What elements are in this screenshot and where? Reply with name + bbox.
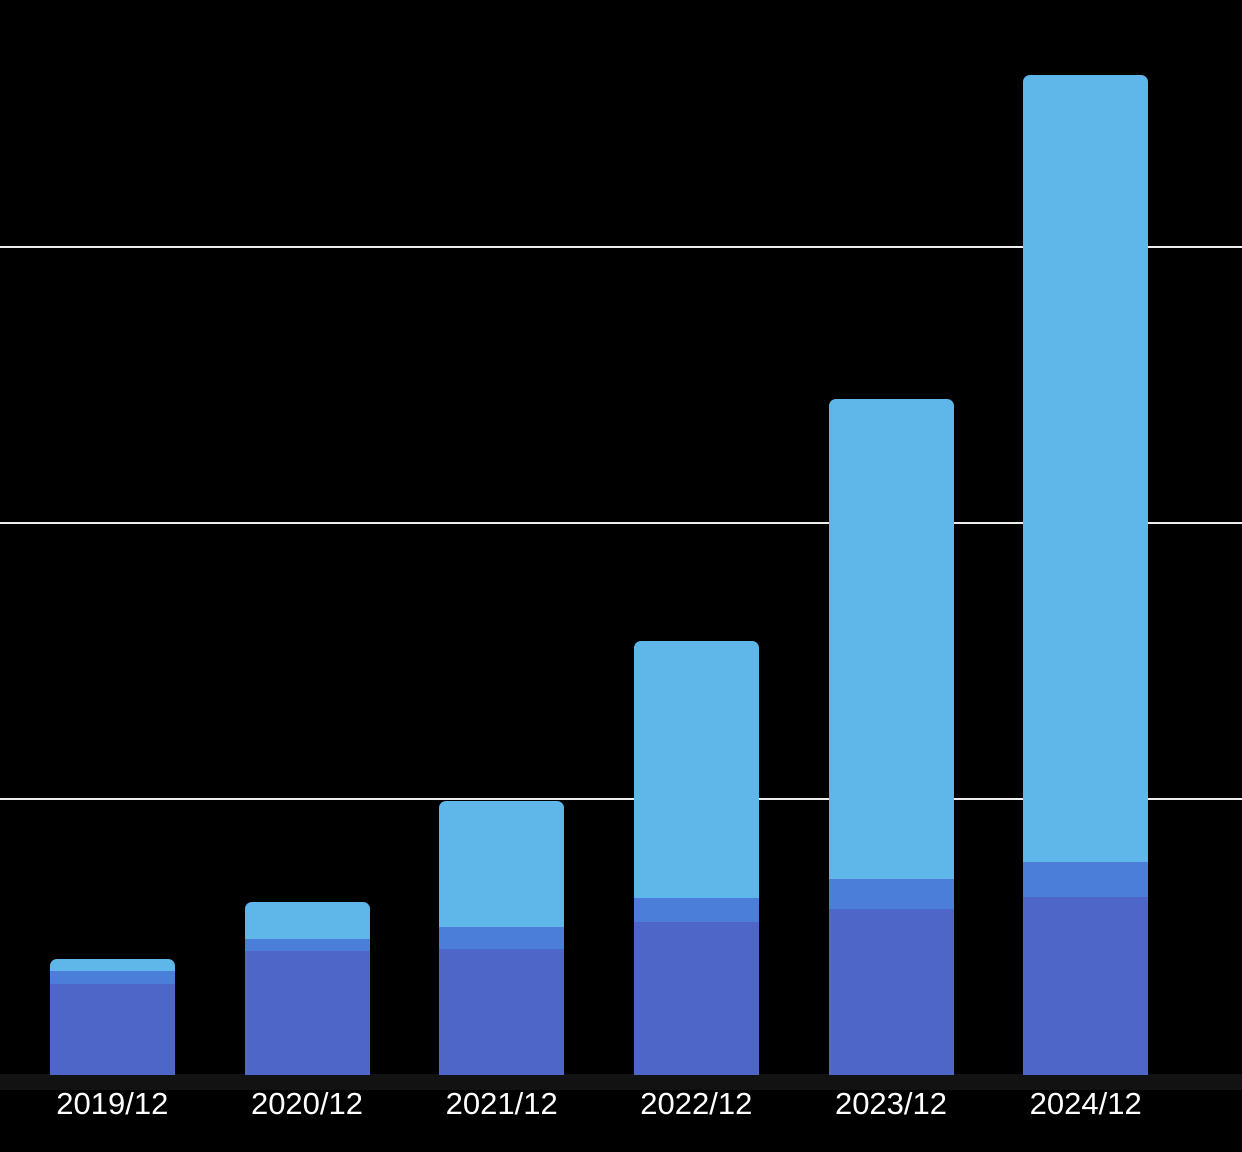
x-axis-label: 2019/12 [56,1086,169,1121]
bar-2020-12[interactable] [244,902,370,1075]
x-axis-label: 2024/12 [1029,1086,1142,1121]
bar-2024-12[interactable] [1023,75,1149,1075]
gridline [0,246,1242,248]
segment-bottom [439,949,565,1075]
segment-middle [49,971,175,984]
segment-middle [828,879,954,909]
bar-2019-12[interactable] [49,959,175,1075]
segment-bottom [828,909,954,1075]
gridline [0,522,1242,524]
segment-top [439,801,565,927]
segment-middle [244,939,370,951]
segment-top [633,641,759,898]
segment-bottom [1023,897,1149,1075]
segment-bottom [244,951,370,1075]
x-axis-label: 2021/12 [445,1086,558,1121]
x-axis-label: 2023/12 [834,1086,948,1121]
x-axis-label: 2020/12 [250,1086,364,1121]
gridline [0,798,1242,800]
segment-top [49,959,175,971]
segment-middle [1023,862,1149,897]
bar-2023-12[interactable] [828,399,954,1075]
bar-2022-12[interactable] [633,641,759,1075]
segment-bottom [633,922,759,1075]
segment-top [244,902,370,939]
segment-top [1023,75,1149,862]
x-axis-label: 2022/12 [640,1086,753,1121]
segment-top [828,399,954,879]
segment-bottom [49,984,175,1075]
x-axis-line [0,1074,1242,1090]
segment-middle [633,898,759,922]
bar-2021-12[interactable] [439,801,565,1075]
segment-middle [439,927,565,949]
